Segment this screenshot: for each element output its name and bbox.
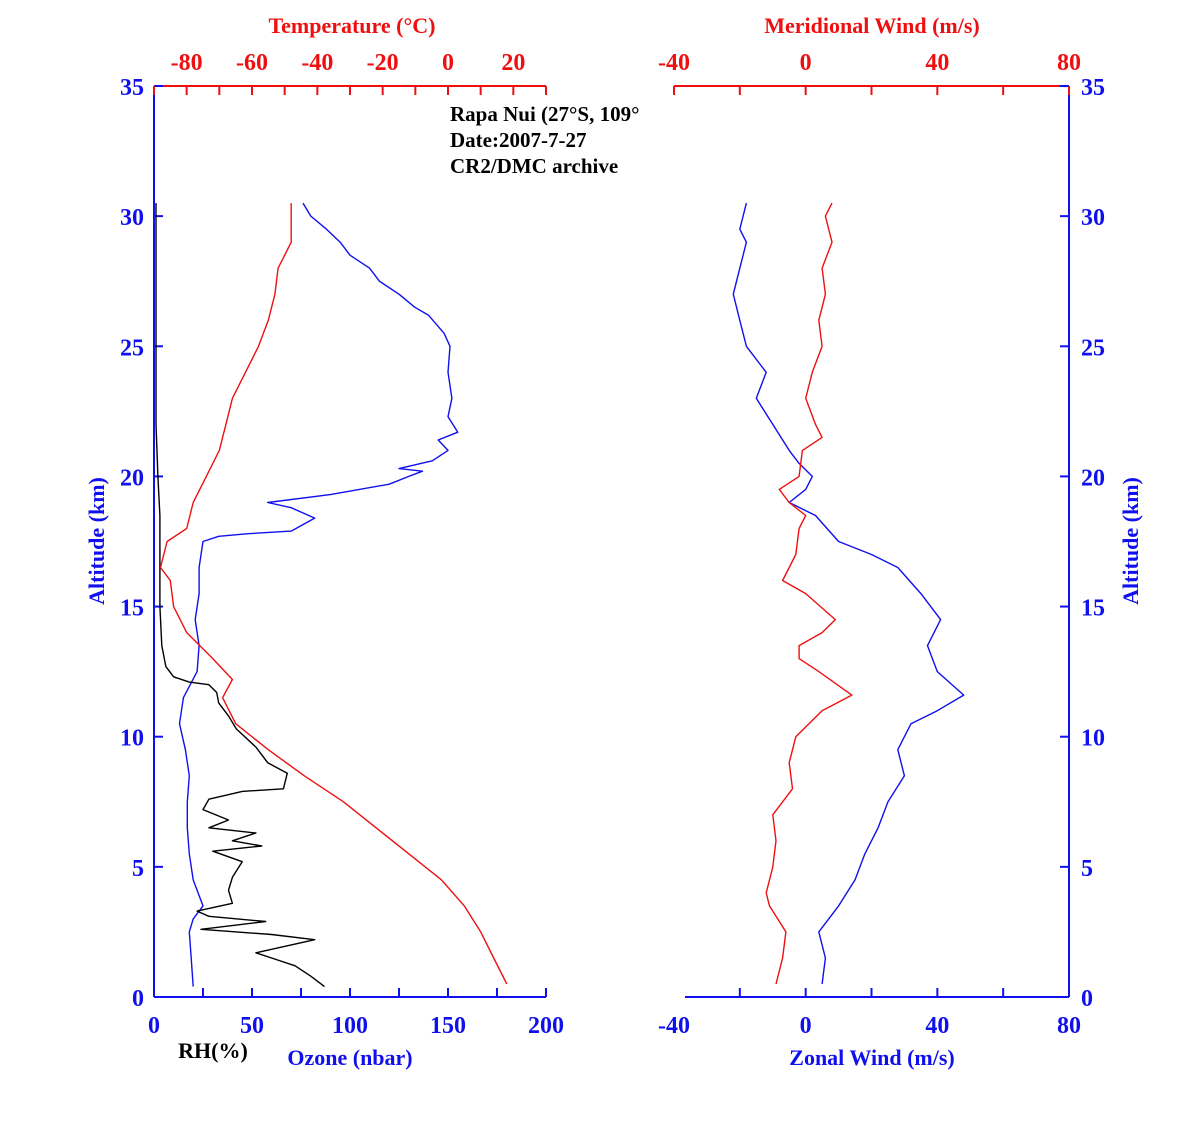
altitude-tick-label: 35 [120,75,144,101]
top-axis-tick-label: -20 [367,50,399,76]
ozone-nbar-series-line [178,202,459,987]
meridional-wind-m-s-series-line [765,202,853,985]
bottom-axis-tick-label: -40 [658,1013,690,1039]
altitude-tick-label: 0 [1081,986,1093,1012]
altitude-tick-label: 5 [132,856,144,882]
altitude-tick-label: 15 [1081,596,1105,622]
annotation-date: Date:2007-7-27 [450,128,586,152]
altitude-tick-label: 25 [1081,335,1105,361]
bottom-axis-tick-label: 0 [148,1013,160,1039]
altitude-tick-label: 10 [120,726,144,752]
top-axis-tick-label: 20 [501,50,525,76]
zonal-wind-axis-title: Zonal Wind (m/s) [789,1045,954,1070]
altitude-tick-label: 25 [120,335,144,361]
bottom-axis-tick-label: 100 [332,1013,368,1039]
altitude-tick-label: 20 [1081,465,1105,491]
left-altitude-axis-title: Altitude (km) [84,477,109,605]
top-axis-tick-label: 40 [925,50,949,76]
altitude-tick-label: 15 [120,596,144,622]
rh-axis-title: RH(%) [178,1038,248,1063]
top-axis-tick-label: -60 [236,50,268,76]
bottom-axis-tick-label: 40 [925,1013,949,1039]
annotation-source: CR2/DMC archive [450,154,618,178]
top-axis-tick-label: 0 [800,50,812,76]
altitude-tick-label: 30 [120,205,144,231]
meridional-wind-axis-title: Meridional Wind (m/s) [764,13,980,38]
altitude-tick-label: 5 [1081,856,1093,882]
top-axis-tick-label: -80 [171,50,203,76]
bottom-axis-tick-label: 0 [800,1013,812,1039]
temperature-axis-title: Temperature (°C) [268,13,435,38]
rh-series-line [155,203,325,988]
bottom-axis-tick-label: 50 [240,1013,264,1039]
top-axis-tick-label: -40 [658,50,690,76]
bottom-axis-tick-label: 150 [430,1013,466,1039]
right-altitude-axis-title: Altitude (km) [1118,477,1143,605]
temperature-c-series-line [159,203,508,985]
top-axis-tick-label: -40 [301,50,333,76]
bottom-axis-tick-label: 200 [528,1013,564,1039]
altitude-tick-label: 20 [120,465,144,491]
top-axis-tick-label: 0 [442,50,454,76]
bottom-axis-tick-label: 80 [1057,1013,1081,1039]
altitude-tick-label: 30 [1081,205,1105,231]
ozone-axis-title: Ozone (nbar) [287,1045,412,1070]
top-axis-tick-label: 80 [1057,50,1081,76]
zonal-wind-m-s-series-line [732,202,965,985]
annotation-station: Rapa Nui (27°S, 109° [450,102,640,126]
altitude-tick-label: 35 [1081,75,1105,101]
left-chart-panel: 0 5 10 15 20 25 30 35 0 50 100 150 200 -80 -60 -40 -20 0 2… [120,50,564,1039]
altitude-tick-label: 0 [132,986,144,1012]
altitude-tick-label: 10 [1081,726,1105,752]
right-chart-panel: 0 5 10 15 20 25 30 35 -40 0 40 80 -40 0 40 80 [658,50,1105,1039]
